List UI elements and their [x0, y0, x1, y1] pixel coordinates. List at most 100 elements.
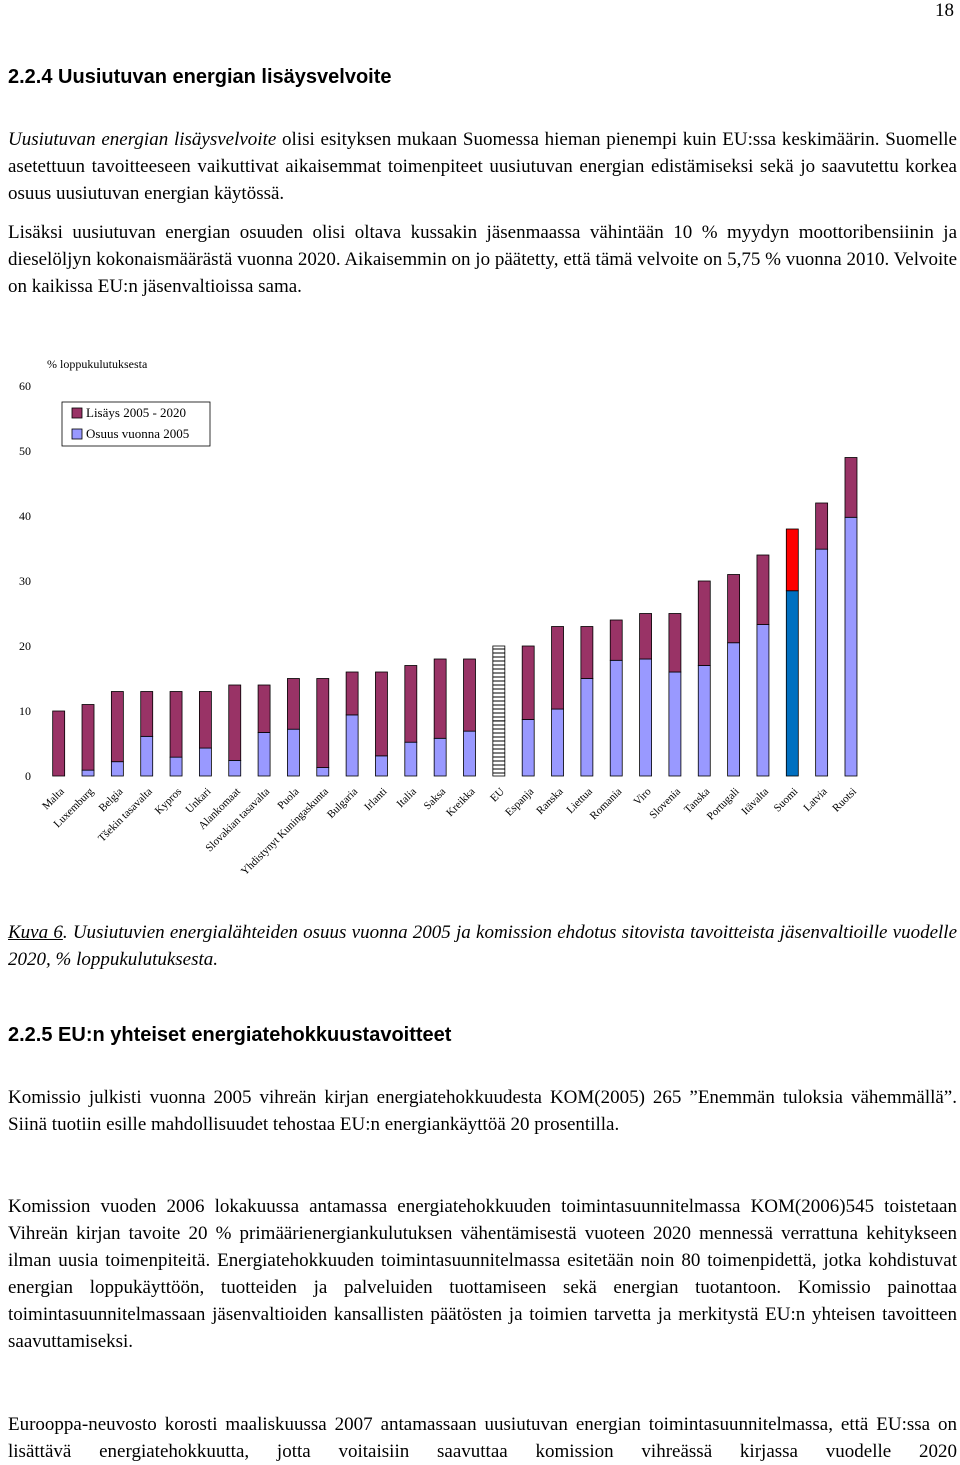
bar-segment [815, 502, 829, 550]
y-tick-label: 60 [19, 379, 31, 393]
y-tick-label: 0 [25, 769, 31, 783]
bar-segment [815, 548, 829, 777]
legend-swatch [71, 407, 83, 419]
bar-segment [727, 574, 741, 644]
bar-segment [81, 769, 95, 777]
x-tick-label: Ruotsi [830, 786, 859, 815]
bar-segment [404, 665, 418, 743]
bar-segment [404, 741, 418, 777]
y-tick-label: 50 [19, 444, 31, 458]
bar-segment [110, 691, 124, 763]
text: olisi esityksen mukaan Suomessa hieman p… [8, 129, 957, 204]
legend-label: Osuus vuonna 2005 [86, 426, 189, 441]
bar-segment [844, 516, 858, 777]
y-axis-label: % loppukulutuksesta [47, 357, 148, 371]
x-tick-label: Slovenia [647, 786, 683, 822]
bar-segment [81, 704, 95, 771]
x-tick-label: Portugali [705, 786, 742, 823]
x-tick-label: Itävalta [739, 786, 771, 818]
bar-segment [756, 624, 770, 777]
bar-segment [345, 671, 359, 716]
x-tick-label: EU [488, 786, 507, 805]
legend-swatch [71, 428, 83, 440]
bar-segment [668, 613, 682, 673]
x-tick-label: Kypros [153, 786, 184, 817]
paragraph: Uusiutuvan energian lisäysvelvoite olisi… [8, 126, 957, 207]
legend-box [61, 401, 211, 447]
bar-segment [169, 691, 183, 758]
bar-segment [140, 735, 154, 777]
y-tick-label: 20 [19, 639, 31, 653]
x-tick-label: Ranska [534, 786, 565, 817]
bar-segment [433, 737, 447, 777]
paragraph: Komission vuoden 2006 lokakuussa antamas… [8, 1196, 957, 1352]
bar-segment [668, 671, 682, 777]
legend: Lisäys 2005 - 2020 Osuus vuonna 2005 [61, 401, 211, 447]
bar-segment [228, 759, 242, 777]
bar-segment [580, 678, 594, 777]
caption-text: . Uusiutuvien energialähteiden osuus vuo… [8, 922, 958, 970]
bar-segment [551, 708, 564, 777]
bar-segment [551, 626, 564, 710]
y-tick-label: 10 [19, 704, 31, 718]
bar-segment [169, 756, 183, 777]
bar-segment [198, 691, 212, 749]
bar-segment [492, 645, 506, 722]
bar-segment [52, 710, 66, 777]
x-tick-label: Saksa [422, 786, 449, 813]
bar-segment [463, 730, 476, 777]
x-tick-label: Romania [588, 786, 625, 823]
bar-segment [140, 691, 154, 737]
bar-segment [697, 665, 711, 777]
bar-segment [375, 755, 388, 777]
page-number: 18 [935, 0, 954, 21]
x-tick-label: Italia [394, 786, 419, 811]
bar-segment [756, 554, 770, 625]
bar-segment [287, 728, 300, 777]
x-tick-label: Viro [631, 785, 654, 808]
x-tick-label: Puola [275, 786, 301, 812]
bar-segment [433, 658, 447, 739]
bar-segment [492, 720, 506, 777]
y-tick-label: 30 [19, 574, 31, 588]
x-tick-label: Kreikka [444, 786, 478, 820]
x-tick-label: Espanja [503, 786, 536, 819]
bar-segment [257, 732, 271, 777]
x-tick-label: Suomi [772, 786, 801, 815]
bar-segment [609, 659, 623, 777]
caption: Kuva 6. Uusiutuvien energialähteiden osu… [8, 919, 957, 973]
bar-segment [110, 761, 124, 777]
y-tick-label: 40 [19, 509, 31, 523]
bar-segment [463, 658, 476, 732]
x-tick-label: Malta [40, 786, 67, 813]
x-tick-label: Tšekin tasavalta [96, 786, 155, 845]
bar-segment [228, 684, 242, 761]
caption-label: Kuva 6 [8, 922, 63, 943]
bar-segment [521, 645, 535, 720]
bar-segment [844, 457, 858, 518]
paragraph: Eurooppa-neuvosto korosti maaliskuussa 2… [8, 1414, 957, 1462]
bar-segment [639, 613, 652, 660]
legend-label: Lisäys 2005 - 2020 [86, 405, 186, 420]
bar-segment [375, 671, 388, 757]
paragraph: Lisäksi uusiutuvan energian osuuden olis… [8, 222, 957, 297]
paragraph: Komissio julkisti vuonna 2005 vihreän ki… [8, 1087, 957, 1135]
bar-segment [257, 684, 271, 733]
bar-segment [609, 619, 623, 661]
bar-segment [521, 719, 535, 777]
bar-segment [287, 678, 300, 730]
bar-segment [198, 747, 212, 777]
bar-segment [580, 626, 594, 679]
section-heading: 2.2.4 Uusiutuvan energian lisäysvelvoite [8, 66, 392, 88]
chart: % loppukulutuksesta Lisäys 2005 - 2020 Os… [19, 357, 859, 878]
bar-segment [785, 590, 799, 777]
section-heading: 2.2.5 EU:n yhteiset energiatehokkuustavo… [8, 1024, 452, 1046]
x-tick-label: Irlanti [362, 786, 389, 813]
bar-segment [639, 658, 652, 777]
italic-term: Uusiutuvan energian lisäysvelvoite [8, 129, 277, 150]
bar-segment [727, 642, 741, 777]
bar-segment [345, 714, 359, 777]
bar-segment [785, 528, 799, 592]
bar-segment [316, 767, 330, 777]
